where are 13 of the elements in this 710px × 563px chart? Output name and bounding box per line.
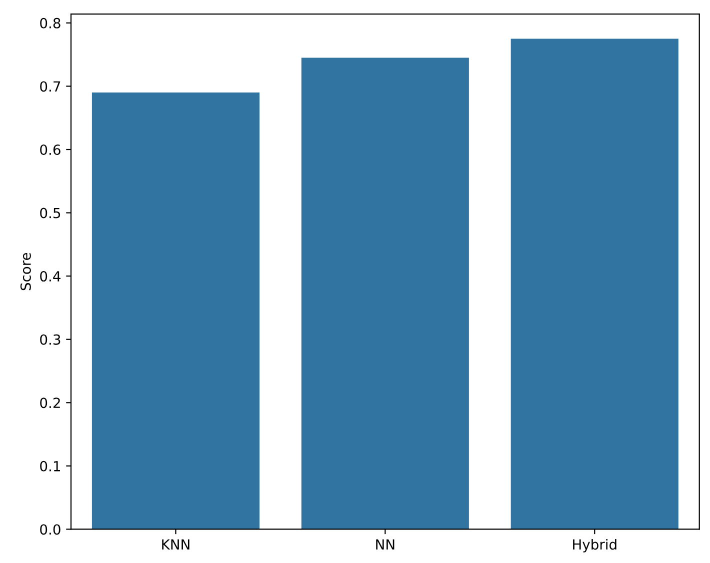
y-tick-label: 0.8 [40, 18, 60, 28]
y-tick-label: 0.6 [40, 144, 60, 155]
y-tick-label: 0.5 [40, 208, 60, 218]
x-tick-label: NN [376, 539, 394, 550]
y-tick-label: 0.2 [40, 398, 60, 408]
x-tick-label: Hybrid [573, 538, 616, 552]
y-tick-label: 0.0 [40, 524, 60, 535]
y-tick-label: 0.7 [40, 81, 60, 92]
y-tick-label: 0.4 [40, 271, 60, 282]
y-tick-label: 0.1 [40, 460, 60, 472]
y-axis-title: Score [20, 252, 31, 290]
y-tick-label: 0.3 [40, 334, 60, 345]
x-tick-label: KNN [162, 539, 190, 550]
